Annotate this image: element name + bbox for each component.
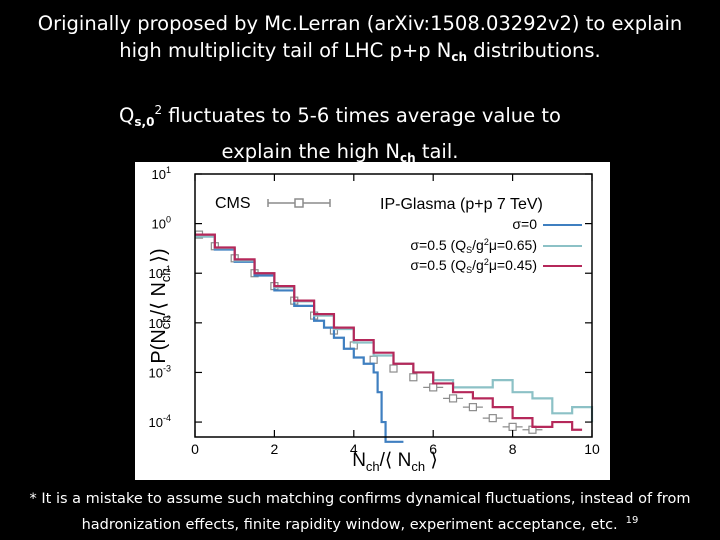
heading-line-2-text: high multiplicity tail of LHC p+p N: [119, 39, 452, 62]
cms-point: [429, 383, 438, 392]
x-tick-label: 10: [584, 441, 600, 457]
y-tick-label: 100: [152, 215, 171, 232]
legend-sigma0: σ=0: [512, 216, 582, 232]
x-tick-label: 4: [350, 441, 358, 457]
cms-point: [448, 394, 458, 403]
multiplicity-chart: 0 2 4 6 8 10 101 100 10-1 10-2 10-3 10-4 P(Nch/⟨ Nc…: [148, 165, 600, 474]
subheading-line-2: explain the high Nch tail.: [60, 137, 620, 173]
subheading-line-1: Qs,02 fluctuates to 5-6 times average va…: [60, 96, 620, 137]
cms-point: [468, 403, 477, 412]
y-tick-label: 10-2: [149, 314, 171, 331]
slide-subheading: Qs,02 fluctuates to 5-6 times average va…: [60, 96, 620, 173]
legend-sigma065: σ=0.5 (QS/g2μ=0.65): [410, 237, 582, 255]
subheading-line-2-text: explain the high N: [221, 140, 400, 163]
legend-sigma045: σ=0.5 (QS/g2μ=0.45): [410, 257, 582, 275]
y-tick-label: 10-4: [149, 413, 171, 430]
series-line-3: [195, 233, 583, 431]
series-layer: [194, 230, 594, 443]
legend-title: IP-Glasma (p+p 7 TeV): [380, 196, 543, 213]
legend-cms-label: CMS: [215, 195, 251, 212]
x-tick-label: 6: [429, 441, 437, 457]
plot-frame: [194, 173, 593, 438]
y-tick-label: 10-1: [149, 264, 171, 281]
footnote-line-2-text: hadronization effects, finite rapidity w…: [81, 517, 618, 533]
slide-number: 19: [625, 515, 639, 526]
heading-line-2: high multiplicity tail of LHC p+p Nch di…: [20, 37, 700, 71]
q-subscript: s,0: [134, 115, 155, 129]
footnote-line-1: * It is a mistake to assume such matchin…: [29, 491, 691, 507]
x-tick-label: 0: [191, 441, 199, 457]
heading-line-1: Originally proposed by Mc.Lerran (arXiv:…: [37, 12, 683, 35]
legend-sigma065-label: σ=0.5 (QS/g2μ=0.65): [410, 237, 537, 255]
cms-point: [488, 414, 497, 423]
x-tick-label: 2: [271, 441, 279, 457]
subheading-line-1-text: fluctuates to 5-6 times average value to: [162, 104, 561, 127]
cms-point: [409, 373, 418, 382]
subheading-line-2-tail: tail.: [415, 140, 459, 163]
y-axis-label: P(Nch/⟨ Nch ⟩): [148, 248, 173, 363]
legend-sigma045-label: σ=0.5 (QS/g2μ=0.45): [410, 257, 537, 275]
x-axis-label: Nch/⟨ Nch ⟩: [352, 450, 438, 474]
heading-line-2-subscript: ch: [451, 50, 468, 64]
legend-sigma0-label: σ=0: [512, 216, 537, 232]
slide-heading: Originally proposed by Mc.Lerran (arXiv:…: [20, 10, 700, 71]
heading-line-2-tail: distributions.: [467, 39, 601, 62]
q-symbol: Q: [119, 104, 135, 127]
subheading-line-2-subscript: ch: [399, 151, 416, 165]
q-superscript: 2: [154, 103, 163, 117]
ticks-layer: 0 2 4 6 8 10 101 100 10-1 10-2 10-3 10-4: [149, 165, 600, 457]
footnote: * It is a mistake to assume such matchin…: [20, 488, 700, 536]
footnote-line-2: hadronization effects, finite rapidity w…: [20, 510, 700, 536]
plot-panel: 0 2 4 6 8 10 101 100 10-1 10-2 10-3 10-4 P(Nch/⟨ Nc…: [135, 162, 610, 480]
legend-cms-marker: [294, 198, 304, 208]
legend-cms: CMS: [215, 195, 331, 212]
x-tick-label: 8: [509, 441, 517, 457]
cms-point: [508, 422, 517, 431]
y-tick-label: 101: [152, 165, 171, 182]
cms-point: [369, 355, 378, 364]
y-tick-label: 10-3: [149, 363, 171, 380]
cms-point: [389, 364, 398, 373]
